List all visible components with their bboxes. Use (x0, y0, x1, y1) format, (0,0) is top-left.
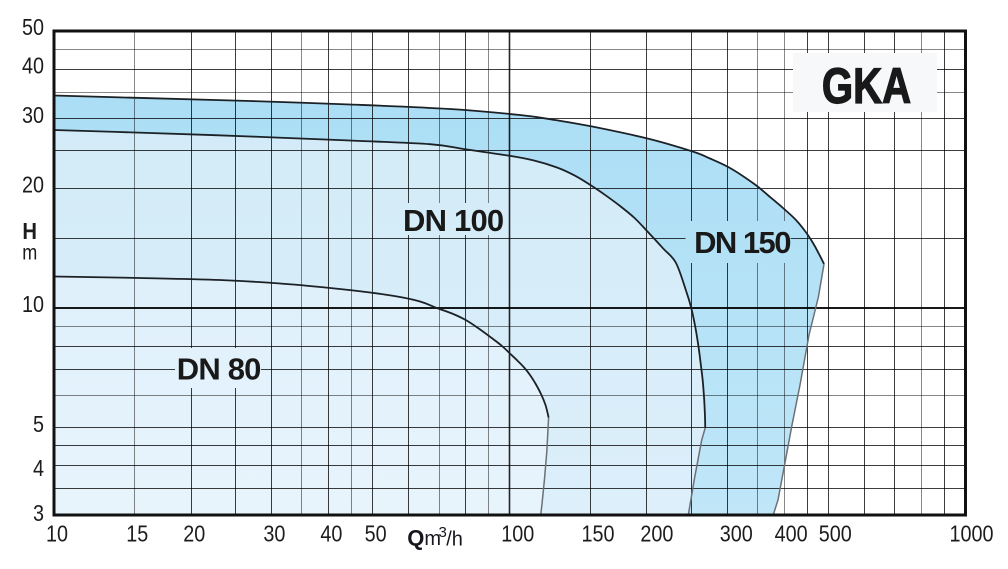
svg-text:5: 5 (33, 412, 44, 438)
svg-text:30: 30 (263, 521, 285, 547)
svg-text:50: 50 (22, 15, 44, 41)
svg-text:GKA: GKA (822, 58, 911, 114)
svg-text:150: 150 (582, 521, 615, 547)
svg-text:DN 100: DN 100 (403, 203, 503, 238)
svg-text:40: 40 (22, 53, 44, 79)
svg-text:1000: 1000 (950, 521, 994, 547)
svg-text:m: m (22, 241, 37, 265)
svg-text:200: 200 (640, 521, 673, 547)
svg-text:DN 150: DN 150 (694, 225, 790, 260)
svg-text:400: 400 (775, 521, 808, 547)
svg-text:300: 300 (720, 521, 753, 547)
svg-text:10: 10 (46, 521, 68, 547)
svg-text:500: 500 (819, 521, 852, 547)
svg-text:40: 40 (320, 521, 342, 547)
svg-text:100: 100 (501, 521, 534, 547)
svg-text:DN 80: DN 80 (177, 352, 261, 387)
svg-text:3: 3 (33, 501, 44, 527)
svg-text:30: 30 (22, 103, 44, 129)
svg-text:20: 20 (22, 172, 44, 198)
svg-text:Qm3/h: Qm3/h (407, 524, 463, 551)
svg-text:15: 15 (126, 521, 148, 547)
svg-text:10: 10 (22, 292, 44, 318)
svg-text:H: H (22, 218, 37, 245)
svg-text:20: 20 (183, 521, 205, 547)
svg-text:4: 4 (33, 456, 44, 482)
svg-text:50: 50 (365, 521, 387, 547)
